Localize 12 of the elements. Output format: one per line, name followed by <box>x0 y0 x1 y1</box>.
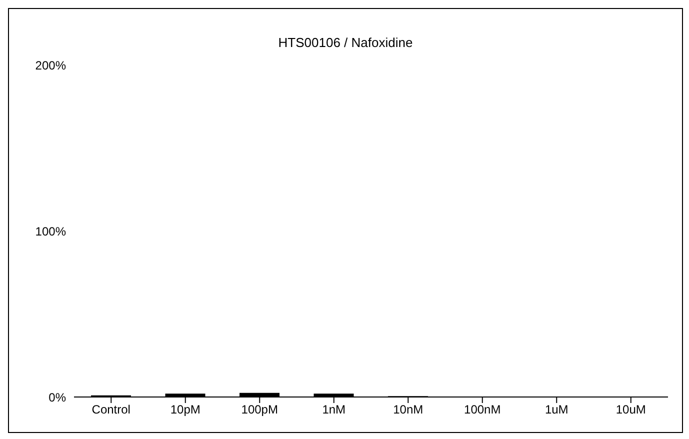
x-tick-label: 100pM <box>241 402 278 417</box>
x-tick-label: 1nM <box>322 402 346 417</box>
x-tick-label: 1uM <box>544 402 568 417</box>
chart-title: HTS00106 / Nafoxidine <box>277 34 414 52</box>
y-tick-label: 0% <box>48 390 66 404</box>
y-tick-label: 200% <box>35 58 66 72</box>
x-tick-label: 100nM <box>464 402 501 417</box>
x-tick-label: 10nM <box>393 402 424 417</box>
x-tick-label: 10pM <box>170 402 200 417</box>
y-tick-label: 100% <box>35 224 66 238</box>
x-tick-label: Control <box>92 402 130 417</box>
x-tick-label: 10uM <box>616 402 646 417</box>
